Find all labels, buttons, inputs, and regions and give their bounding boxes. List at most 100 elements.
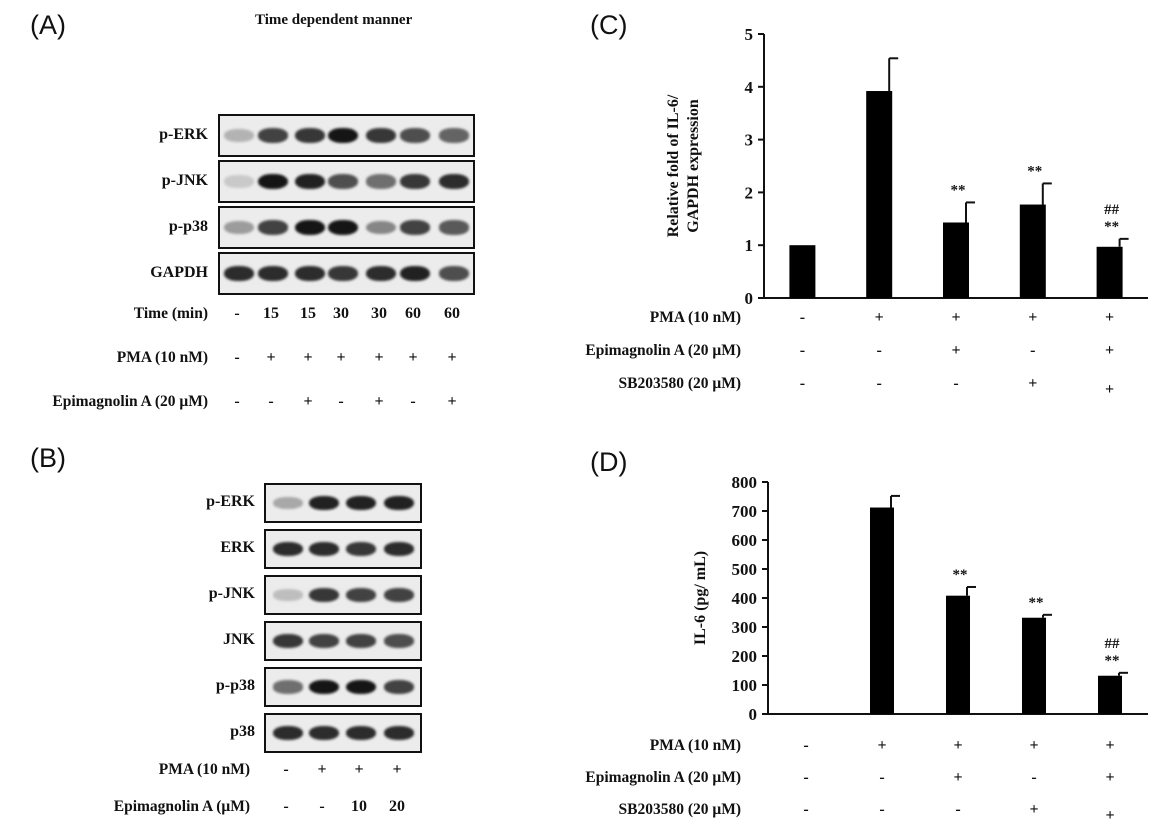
row-value: + [1105, 309, 1115, 326]
row-label: PMA (10 nM) [116, 349, 208, 366]
band [384, 541, 414, 557]
band [400, 173, 430, 190]
y-tick-label: 500 [732, 560, 758, 579]
significance-marker: ** [953, 567, 968, 583]
bar [1098, 675, 1122, 714]
band [273, 589, 303, 601]
row-label: Epimagnolin A (20 μM) [585, 342, 741, 359]
row-value: + [447, 349, 457, 366]
blot-p-jnk [264, 575, 422, 615]
band [224, 265, 254, 282]
row-value: - [799, 375, 806, 392]
blot-label-p-p38: p-p38 [168, 217, 208, 235]
blot-label-p-erk: p-ERK [159, 125, 208, 143]
y-tick-label: 100 [732, 676, 758, 695]
band [309, 587, 339, 603]
blot-p38 [264, 713, 422, 753]
row-label: Epimagnolin A (20 μM) [585, 769, 741, 786]
band [346, 495, 376, 511]
bar [943, 222, 969, 298]
bar [789, 245, 816, 298]
significance-marker: ** [1029, 595, 1044, 611]
band [346, 725, 376, 741]
row-value: + [317, 761, 327, 778]
y-tick-label: 0 [745, 289, 754, 308]
band [384, 495, 414, 511]
row-value: + [953, 769, 963, 786]
row-value: + [1029, 801, 1039, 818]
row-value: + [408, 349, 418, 366]
row-value: + [877, 737, 887, 754]
band [346, 679, 376, 695]
row-value: - [799, 309, 806, 326]
band [346, 541, 376, 557]
bar [866, 91, 893, 298]
row-value: - [799, 342, 806, 359]
bar [1022, 617, 1046, 714]
band [309, 541, 339, 557]
row-value: - [410, 393, 416, 410]
row-value: + [354, 761, 364, 778]
row-value: 15 [300, 305, 316, 322]
row-value: 30 [371, 305, 387, 322]
row-label: Time (min) [133, 305, 208, 322]
band [309, 725, 339, 741]
band [309, 495, 339, 511]
blot-erk [264, 529, 422, 569]
row-value: - [876, 342, 882, 359]
band [366, 174, 396, 189]
band [384, 680, 414, 694]
blot-p-erk [264, 483, 422, 523]
row-value: + [374, 393, 384, 410]
row-value: + [447, 393, 457, 410]
row-label: SB203580 (20 μM) [618, 375, 741, 392]
bar [1096, 246, 1123, 298]
band [439, 266, 469, 281]
y-tick-label: 300 [732, 618, 758, 637]
row-value: - [268, 393, 274, 410]
band [258, 128, 288, 143]
row-value: + [874, 309, 884, 326]
y-tick-label: 1 [745, 236, 754, 255]
band [224, 129, 254, 142]
bar [1019, 204, 1046, 298]
band [328, 219, 358, 236]
significance-marker: ## [1104, 202, 1120, 218]
row-value: + [1105, 737, 1115, 754]
row-value: - [319, 798, 325, 815]
chart-c: 0 1 2 3 4 5 Relative fold of IL-6/GAPDH expres… [665, 25, 1148, 308]
bar [946, 595, 970, 714]
row-value: - [234, 349, 240, 366]
row-value: - [283, 761, 289, 778]
band [328, 174, 358, 189]
row-label: SB203580 (20 μM) [618, 801, 741, 818]
y-tick-label: 0 [749, 705, 758, 724]
y-tick-label: 4 [745, 78, 754, 97]
panel-b-letter: (B) [30, 443, 66, 473]
row-label: Epimagnolin A (20 μM) [52, 393, 208, 410]
band [328, 127, 358, 144]
y-tick-label: 400 [732, 589, 758, 608]
row-value: - [803, 801, 809, 818]
row-value: + [336, 349, 346, 366]
y-tick-label: 5 [745, 25, 754, 44]
band [439, 128, 469, 143]
row-value: + [951, 342, 961, 359]
row-label: PMA (10 nM) [649, 737, 741, 754]
band [346, 588, 376, 602]
row-value: - [953, 375, 959, 392]
y-tick-label: 3 [745, 131, 754, 150]
band [400, 265, 430, 282]
y-axis-label: Relative fold of IL-6/ [665, 94, 682, 237]
y-tick-label: 200 [732, 647, 758, 666]
band [295, 173, 325, 190]
y-axis-label: GAPDH expression [685, 99, 702, 233]
y-tick-label: 700 [732, 502, 758, 521]
blot-gapdh [218, 252, 475, 295]
row-value: + [953, 737, 963, 754]
row-value: + [1105, 381, 1115, 398]
y-axis-label: IL-6 (pg/ mL) [692, 551, 709, 645]
band [366, 220, 396, 235]
row-value: + [1105, 342, 1115, 359]
panel-c-letter: (C) [590, 10, 628, 40]
